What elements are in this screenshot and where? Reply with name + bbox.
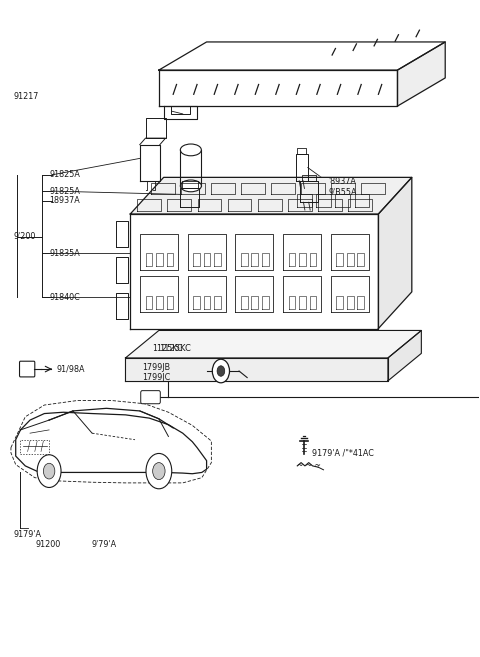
Circle shape	[153, 463, 165, 480]
Polygon shape	[159, 42, 445, 70]
Ellipse shape	[180, 180, 201, 192]
Polygon shape	[159, 70, 397, 106]
Text: ~ ~ ~: ~ ~ ~	[297, 461, 321, 470]
Text: 91835A: 91835A	[49, 249, 80, 258]
Text: 1799JC: 1799JC	[142, 373, 170, 382]
Circle shape	[217, 366, 225, 376]
Text: 9179'A /"*41AC: 9179'A /"*41AC	[312, 448, 373, 457]
FancyBboxPatch shape	[20, 361, 35, 377]
Text: 91/98A: 91/98A	[56, 365, 85, 374]
Circle shape	[37, 455, 61, 487]
Polygon shape	[378, 177, 412, 328]
Text: 1799JB: 1799JB	[142, 363, 170, 373]
Text: 9'79'A: 9'79'A	[91, 540, 116, 549]
Circle shape	[212, 359, 229, 383]
Polygon shape	[388, 330, 421, 381]
Ellipse shape	[180, 144, 201, 156]
FancyBboxPatch shape	[141, 391, 160, 404]
Text: 91825A: 91825A	[49, 170, 80, 179]
Circle shape	[146, 453, 172, 489]
Polygon shape	[397, 42, 445, 106]
Text: 91217: 91217	[13, 92, 39, 101]
Polygon shape	[130, 177, 412, 214]
Text: 18937A: 18937A	[49, 196, 80, 206]
Circle shape	[43, 463, 55, 479]
Text: 91200: 91200	[36, 540, 61, 549]
Text: 9'200: 9'200	[13, 233, 36, 241]
Text: 1125KC: 1125KC	[159, 344, 191, 353]
Text: 9'B55A: 9'B55A	[328, 188, 357, 197]
Text: '8937A: '8937A	[328, 177, 356, 186]
Text: 9179'A: 9179'A	[13, 530, 41, 539]
Text: 91825A: 91825A	[49, 187, 80, 196]
Polygon shape	[125, 330, 421, 358]
Polygon shape	[125, 358, 388, 381]
Text: 1125KC: 1125KC	[152, 344, 182, 353]
Polygon shape	[130, 214, 378, 328]
Text: 91840C: 91840C	[49, 292, 80, 302]
